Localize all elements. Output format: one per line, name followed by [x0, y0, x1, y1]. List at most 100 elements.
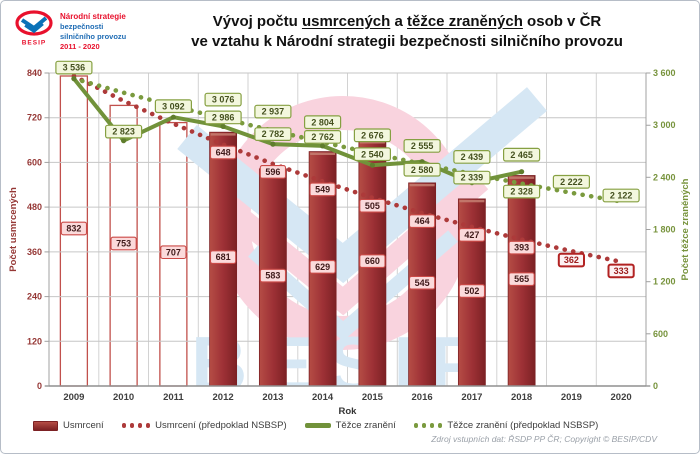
svg-text:600: 600	[653, 329, 668, 339]
legend-item-usmrceni: Usmrcení	[33, 420, 104, 431]
tezce-zraneni-line	[72, 77, 523, 185]
svg-text:2 465: 2 465	[510, 150, 533, 160]
svg-text:720: 720	[27, 113, 42, 123]
legend-item-tezce-zraneni: Těžce zranění	[304, 420, 396, 431]
svg-text:427: 427	[464, 230, 479, 240]
data-label: 2 580	[403, 162, 441, 177]
svg-text:2017: 2017	[461, 392, 482, 403]
svg-text:Počet těžce zraněných: Počet těžce zraněných	[680, 178, 691, 280]
svg-text:2011: 2011	[163, 392, 184, 403]
x-axis-title: Rok	[339, 406, 358, 417]
legend-label: Těžce zranění (předpoklad NSBSP)	[447, 420, 599, 431]
data-label: 3 536	[55, 60, 93, 75]
chart-plot: BESIP64859654950546442739336233383275370…	[8, 60, 691, 417]
svg-text:2019: 2019	[561, 392, 582, 403]
svg-text:2 540: 2 540	[361, 149, 384, 159]
logo-text: Národní strategie bezpečnosti silničního…	[60, 9, 126, 52]
svg-text:840: 840	[27, 68, 42, 78]
svg-text:464: 464	[415, 216, 430, 226]
logo-line1: Národní strategie	[60, 12, 126, 21]
svg-text:2020: 2020	[611, 392, 632, 403]
data-label: 3 092	[154, 99, 192, 114]
svg-text:2 222: 2 222	[560, 177, 583, 187]
svg-text:545: 545	[415, 278, 430, 288]
svg-text:2016: 2016	[412, 392, 433, 403]
data-label: 362	[557, 252, 585, 268]
svg-text:2009: 2009	[63, 392, 84, 403]
legend-item-tezce-zraneni-predpoklad: Těžce zranění (předpoklad NSBSP)	[413, 420, 599, 431]
chart-title-line2: ve vztahu k Národní strategii bezpečnost…	[191, 33, 623, 50]
data-label: 3 076	[204, 92, 242, 107]
svg-text:2 400: 2 400	[653, 172, 676, 182]
data-label: 583	[259, 268, 287, 283]
svg-text:1 200: 1 200	[653, 277, 676, 287]
svg-text:120: 120	[27, 336, 42, 346]
svg-text:660: 660	[365, 256, 380, 266]
svg-text:2 782: 2 782	[262, 129, 285, 139]
dotted-green-swatch-icon	[413, 423, 443, 428]
dotted-red-swatch-icon	[121, 423, 151, 428]
svg-text:2 580: 2 580	[411, 165, 434, 175]
svg-text:BESIP: BESIP	[22, 40, 47, 47]
svg-text:502: 502	[464, 286, 479, 296]
svg-text:707: 707	[166, 247, 181, 257]
svg-text:1 800: 1 800	[653, 225, 676, 235]
svg-text:2012: 2012	[213, 392, 234, 403]
data-label: 596	[259, 165, 287, 179]
legend: Usmrcení Usmrcení (předpoklad NSBSP) Těž…	[33, 420, 598, 431]
svg-text:583: 583	[265, 271, 280, 281]
svg-text:2 762: 2 762	[311, 132, 334, 142]
data-label: 2 986	[204, 110, 242, 125]
data-label: 549	[309, 182, 336, 197]
svg-text:2 339: 2 339	[461, 173, 484, 183]
svg-text:596: 596	[265, 167, 280, 177]
svg-text:549: 549	[315, 185, 330, 195]
data-label: 427	[458, 228, 486, 242]
data-label: 2 439	[453, 150, 491, 164]
bar-swatch-icon	[33, 420, 58, 431]
axes: 0 120 240 360 480 600 720 840 0 600 1 200 1 800 2 40…	[8, 68, 691, 417]
svg-text:2 328: 2 328	[510, 187, 533, 197]
data-label: 565	[508, 272, 535, 286]
data-label: 648	[209, 145, 237, 160]
svg-text:0: 0	[37, 381, 42, 391]
data-label: 2 676	[353, 128, 391, 143]
svg-text:2013: 2013	[262, 392, 283, 403]
svg-text:360: 360	[27, 247, 42, 257]
data-label: 2 122	[602, 188, 640, 203]
svg-text:2 555: 2 555	[411, 141, 434, 151]
svg-text:Počet usmrcených: Počet usmrcených	[8, 187, 19, 272]
data-label: 707	[160, 245, 187, 260]
svg-text:2014: 2014	[312, 392, 334, 403]
data-label: 393	[508, 240, 535, 255]
legend-item-usmrceni-predpoklad: Usmrcení (předpoklad NSBSP)	[121, 420, 287, 431]
svg-text:2 823: 2 823	[112, 127, 135, 137]
svg-text:3 092: 3 092	[162, 101, 185, 111]
logo-line4: 2011 - 2020	[60, 42, 100, 51]
svg-text:2 122: 2 122	[610, 191, 633, 201]
data-label: 2 555	[403, 139, 441, 153]
data-label: 2 465	[503, 147, 541, 162]
data-label: 2 339	[453, 170, 491, 185]
svg-text:2015: 2015	[362, 392, 384, 403]
svg-text:0: 0	[653, 381, 658, 391]
data-label: 629	[309, 260, 336, 274]
svg-text:648: 648	[216, 148, 231, 158]
svg-text:2 439: 2 439	[461, 152, 484, 162]
logo-line3: silničního provozu	[60, 32, 127, 41]
data-label: 545	[408, 275, 436, 290]
besip-logo: BESIP Národní strategie bezpečnosti siln…	[14, 9, 126, 52]
data-label: 660	[359, 254, 386, 268]
data-label: 2 937	[254, 104, 292, 119]
green-line-swatch-icon	[304, 423, 331, 428]
svg-text:2 986: 2 986	[212, 113, 235, 123]
chart-title-line1: Vývoj počtu usmrcených a těžce zraněných…	[212, 13, 602, 30]
svg-text:480: 480	[27, 202, 42, 212]
svg-text:753: 753	[116, 239, 131, 249]
data-label: 2 540	[353, 147, 391, 162]
svg-text:629: 629	[315, 262, 330, 272]
svg-text:2010: 2010	[113, 392, 134, 403]
data-label: 832	[60, 221, 88, 236]
logo-line2: bezpečnosti	[60, 22, 104, 31]
